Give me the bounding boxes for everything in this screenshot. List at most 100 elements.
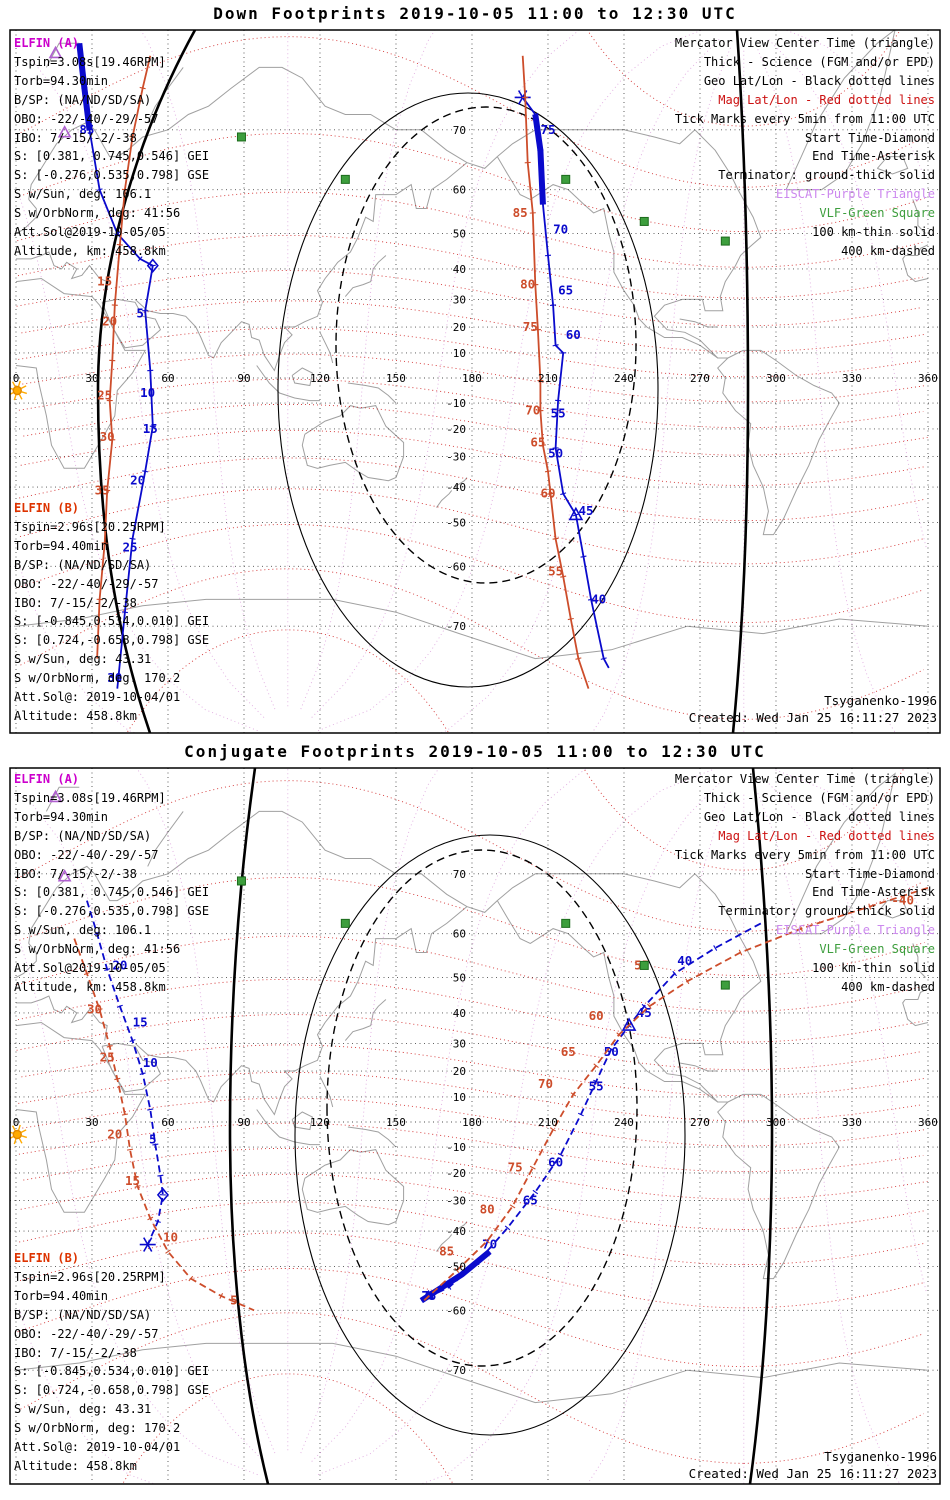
maglat-label: 85 bbox=[513, 205, 528, 220]
legend-line: Mag Lat/Lon - Red dotted lines bbox=[718, 828, 935, 843]
end-time-asterisk bbox=[139, 1237, 156, 1252]
lat-tick-label: 20 bbox=[453, 321, 466, 334]
terminator-ground bbox=[748, 768, 774, 1484]
legend-line: 100 km-thin solid bbox=[812, 225, 935, 240]
time-tick bbox=[577, 1112, 584, 1117]
maglat-label: 10 bbox=[163, 1230, 178, 1245]
lat-tick-label: -60 bbox=[446, 560, 466, 573]
vlf-station-square bbox=[236, 132, 246, 142]
time-tick bbox=[672, 970, 677, 977]
maglat-label: 65 bbox=[558, 283, 573, 298]
lon-tick-label: 300 bbox=[766, 1116, 786, 1129]
time-tick bbox=[142, 470, 149, 473]
time-tick bbox=[504, 1225, 511, 1231]
lon-tick-label: 30 bbox=[85, 372, 98, 385]
lon-tick-label: 90 bbox=[237, 1116, 250, 1129]
legend-block-panel1: Mercator View Center Time (triangle) Thic… bbox=[675, 34, 935, 261]
telemetry-line: S: [0.724,-0.658,0.798] GSE bbox=[14, 633, 210, 648]
maglat-label: 10 bbox=[140, 385, 155, 400]
telemetry-line: Altitude, km: 458.8km bbox=[14, 243, 166, 258]
maglat-label: 20 bbox=[102, 314, 117, 329]
time-tick bbox=[593, 1079, 600, 1084]
mag-lat-lines bbox=[16, 768, 928, 1484]
time-tick bbox=[685, 978, 690, 985]
time-tick bbox=[116, 243, 123, 246]
lat-tick-label: -40 bbox=[446, 481, 466, 494]
lon-tick-label: 210 bbox=[538, 1116, 558, 1129]
legend-line: Thick - Science (FGM and/or EPD) bbox=[703, 790, 935, 805]
time-tick bbox=[114, 1077, 121, 1081]
time-tick bbox=[608, 1047, 615, 1052]
lat-tick-label: 50 bbox=[453, 971, 466, 984]
elfin-a-info-block-panel1: ELFIN (A) Tspin=3.08s[19.46RPM] Torb=94.30… bbox=[14, 34, 209, 261]
time-tick bbox=[139, 86, 146, 90]
maglat-label: 20 bbox=[112, 957, 127, 972]
telemetry-line: Tspin=2.96s[20.25RPM] bbox=[14, 519, 166, 534]
satellite-label: ELFIN (A) bbox=[14, 36, 80, 50]
legend-block-panel2: Mercator View Center Time (triangle) Thic… bbox=[675, 770, 935, 997]
lon-tick-label: 120 bbox=[310, 372, 330, 385]
time-tick bbox=[539, 444, 546, 447]
time-tick bbox=[713, 945, 718, 951]
time-tick bbox=[572, 513, 579, 517]
telemetry-line: B/SP: (NA/ND/SD/SA) bbox=[14, 828, 152, 843]
maglat-label: 70 bbox=[538, 1076, 553, 1091]
legend-line: Mercator View Center Time (triangle) bbox=[674, 36, 935, 50]
vlf-station-square bbox=[561, 174, 571, 184]
telemetry-line: S w/OrbNorm, deg: 170.2 bbox=[14, 671, 181, 686]
time-tick bbox=[147, 1216, 154, 1221]
time-tick bbox=[552, 344, 559, 347]
legend-line: 100 km-thin solid bbox=[812, 961, 935, 976]
elfin-b-info-block-panel2: ELFIN (B) Tspin=2.96s[20.25RPM] Torb=94.40… bbox=[14, 1249, 209, 1476]
lat-tick-label: 60 bbox=[453, 928, 466, 941]
terminator-400km bbox=[326, 849, 638, 1367]
model-credit: Tsyganenko-1996 bbox=[824, 1449, 937, 1464]
legend-line: VLF-Green Square bbox=[819, 942, 935, 957]
created-credit: Created: Wed Jan 25 16:11:27 2023 bbox=[688, 710, 937, 725]
time-tick bbox=[600, 657, 607, 660]
lon-tick-label: 300 bbox=[766, 372, 786, 385]
lat-tick-label: -20 bbox=[446, 1167, 466, 1180]
terminator-100km bbox=[277, 92, 659, 688]
lat-tick-label: 10 bbox=[453, 347, 466, 360]
maglat-label: 15 bbox=[143, 421, 158, 436]
maglat-label: 15 bbox=[97, 274, 112, 289]
maglat-label: 70 bbox=[553, 222, 568, 237]
maglat-label: 70 bbox=[525, 403, 540, 418]
time-tick bbox=[152, 1143, 159, 1146]
time-tick bbox=[560, 492, 567, 496]
track-arrowhead bbox=[421, 1289, 435, 1301]
legend-line: End Time-Asterisk bbox=[812, 885, 935, 900]
sun-icon bbox=[10, 1124, 28, 1145]
telemetry-line: Torb=94.30min bbox=[14, 73, 108, 88]
telemetry-line: B/SP: (NA/ND/SD/SA) bbox=[14, 557, 152, 572]
lat-tick-label: -30 bbox=[446, 1195, 466, 1208]
track-elfin-a-conjugate: 20 15 10 5 40 45 50 55 60 65 70 75 bbox=[86, 900, 762, 1304]
graticule-labels: 0 30 60 90 120 150 180 210 240 270 300 330 360 70 60 50… bbox=[13, 868, 938, 1377]
time-tick bbox=[484, 1238, 490, 1244]
lat-tick-label: 40 bbox=[453, 1007, 466, 1020]
mag-lon-lines bbox=[18, 30, 927, 733]
telemetry-line: S w/OrbNorm, deg: 41:56 bbox=[14, 942, 181, 957]
legend-line: Terminator: ground-thick solid bbox=[718, 168, 935, 183]
telemetry-line: OBO: -22/-40/-29/-57 bbox=[14, 1326, 159, 1341]
telemetry-line: Att.Sol@2019-10-05/05 bbox=[14, 961, 166, 976]
telemetry-line: Tspin=2.96s[20.25RPM] bbox=[14, 1269, 166, 1284]
time-tick bbox=[139, 1072, 146, 1075]
maglat-label: 55 bbox=[548, 563, 563, 578]
time-tick bbox=[116, 1004, 123, 1008]
time-tick bbox=[641, 1003, 647, 1009]
legend-line: Start Time-Diamond bbox=[804, 866, 935, 881]
maglat-label: 85 bbox=[79, 122, 94, 137]
time-tick bbox=[134, 1185, 141, 1188]
maglat-label: 75 bbox=[540, 122, 555, 137]
legend-line: Geo Lat/Lon - Black dotted lines bbox=[703, 73, 935, 88]
satellite-label: ELFIN (B) bbox=[14, 1251, 80, 1265]
maglat-label: 40 bbox=[677, 953, 692, 968]
sun-icon bbox=[10, 380, 28, 401]
lat-tick-label: 20 bbox=[453, 1065, 466, 1078]
vlf-station-square bbox=[720, 236, 730, 246]
maglat-label: 60 bbox=[589, 1008, 604, 1023]
eiscat-station-triangle bbox=[48, 789, 63, 803]
vlf-station-square bbox=[639, 216, 649, 226]
